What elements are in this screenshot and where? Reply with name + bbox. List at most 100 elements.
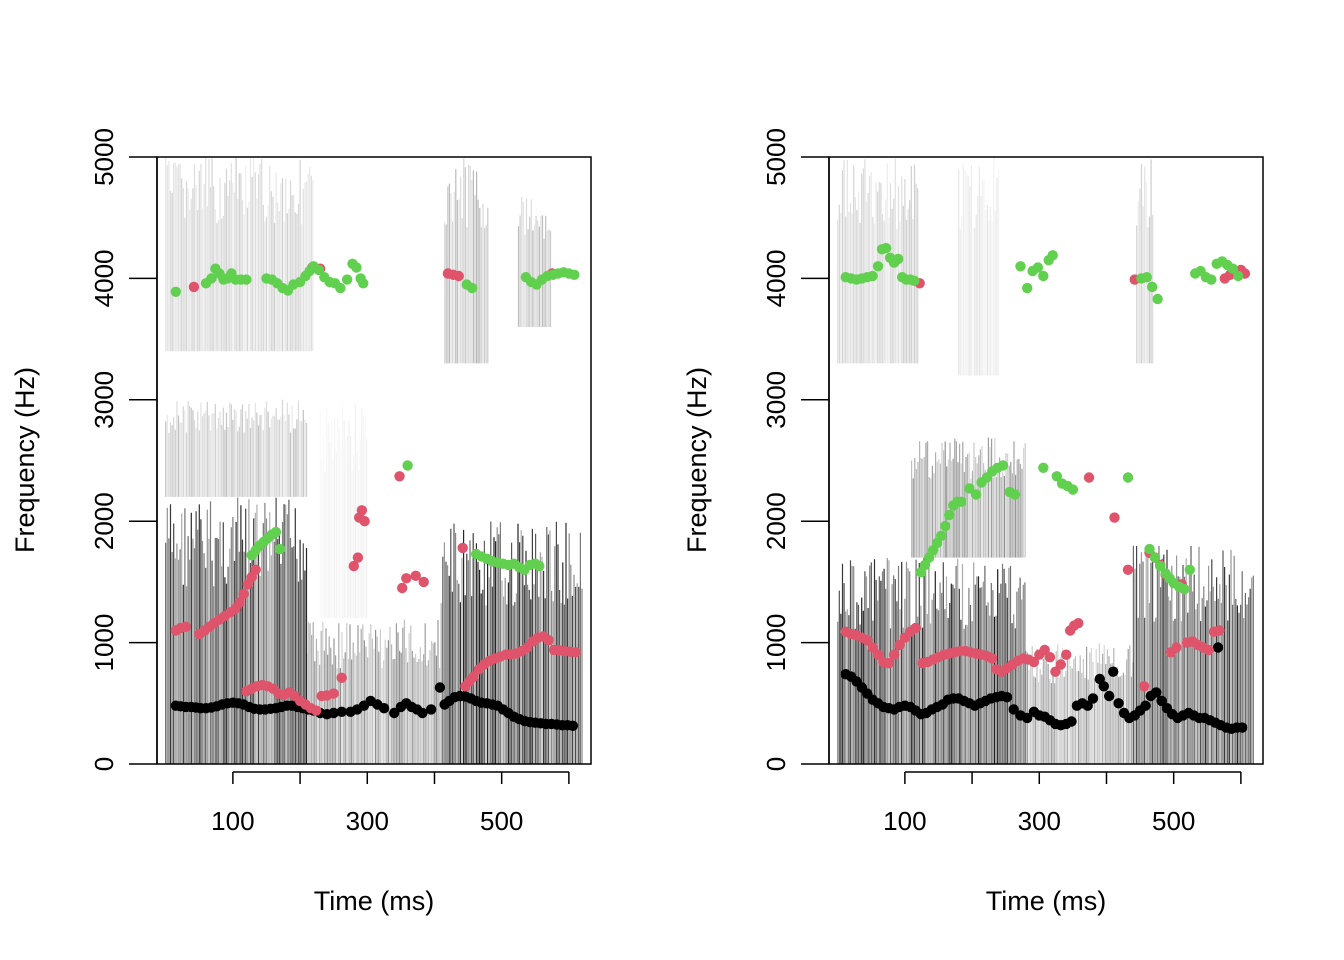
formant-point-f2 bbox=[356, 505, 368, 516]
y-tick-label: 3000 bbox=[89, 371, 119, 429]
formant-point-f2 bbox=[1061, 649, 1072, 660]
right-x-axis-title: Time (ms) bbox=[986, 886, 1106, 916]
formant-point-f1 bbox=[1082, 700, 1093, 711]
formant-point-f2 bbox=[1138, 681, 1150, 692]
formant-point-f2 bbox=[1050, 666, 1061, 677]
formant-point-f2 bbox=[883, 658, 894, 669]
formant-point-f1 bbox=[1021, 712, 1033, 724]
formant-point-f2 bbox=[1044, 652, 1056, 663]
y-tick-label: 5000 bbox=[761, 128, 791, 186]
formant-point-f2 bbox=[188, 281, 200, 293]
formant-point-f3 bbox=[1233, 270, 1244, 282]
formant-point-f1 bbox=[1151, 687, 1162, 698]
formant-point-f3 bbox=[341, 274, 353, 285]
formant-point-f3 bbox=[466, 282, 478, 294]
x-tick-label: 500 bbox=[1152, 806, 1195, 836]
formant-point-f3 bbox=[1122, 472, 1134, 483]
y-tick-label: 3000 bbox=[761, 371, 791, 429]
left-x-axis-title: Time (ms) bbox=[314, 886, 434, 916]
right-spectrogram bbox=[837, 157, 1255, 764]
formant-point-f3 bbox=[335, 282, 346, 294]
left-y-axis-title: Frequency (Hz) bbox=[10, 367, 40, 553]
x-tick-label: 100 bbox=[211, 806, 254, 836]
formant-point-f1 bbox=[1104, 690, 1115, 702]
formant-point-f3 bbox=[970, 489, 982, 500]
formant-point-f2 bbox=[468, 671, 479, 682]
formant-point-f1 bbox=[389, 707, 400, 719]
formant-point-f2 bbox=[336, 672, 347, 683]
y-tick-label: 2000 bbox=[89, 492, 119, 550]
right-y-axis-title: Frequency (Hz) bbox=[682, 367, 712, 553]
formant-point-f1 bbox=[1140, 700, 1151, 711]
formant-point-f2 bbox=[418, 576, 429, 588]
formant-point-f3 bbox=[1032, 262, 1044, 273]
y-tick-label: 1000 bbox=[761, 614, 791, 672]
formant-point-f2 bbox=[180, 621, 191, 632]
y-tick-label: 0 bbox=[89, 757, 119, 771]
formant-point-f3 bbox=[1144, 543, 1155, 555]
formant-point-f3 bbox=[1149, 552, 1161, 563]
formant-point-f3 bbox=[909, 275, 920, 286]
formant-point-f2 bbox=[1203, 644, 1214, 656]
formant-point-f3 bbox=[1147, 281, 1158, 293]
formant-point-f3 bbox=[1206, 274, 1217, 285]
x-tick-label: 300 bbox=[1018, 806, 1061, 836]
formant-point-f3 bbox=[1051, 471, 1063, 482]
formant-point-f3 bbox=[170, 286, 181, 297]
y-tick-label: 0 bbox=[761, 757, 791, 771]
formant-point-f2 bbox=[1028, 656, 1040, 668]
formant-point-f2 bbox=[862, 635, 873, 646]
formant-point-f3 bbox=[893, 253, 904, 265]
y-tick-label: 4000 bbox=[761, 249, 791, 307]
formant-point-f3 bbox=[940, 520, 951, 532]
formant-point-f2 bbox=[1214, 625, 1225, 636]
formant-point-f2 bbox=[872, 649, 884, 660]
formant-point-f2 bbox=[867, 642, 878, 653]
formant-point-f2 bbox=[1039, 644, 1050, 656]
formant-point-f1 bbox=[434, 682, 446, 693]
formant-point-f3 bbox=[1155, 560, 1166, 572]
formant-point-f3 bbox=[1038, 270, 1049, 282]
formant-point-f1 bbox=[1087, 693, 1099, 704]
formant-point-f2 bbox=[1083, 472, 1095, 483]
formant-point-f2 bbox=[359, 516, 370, 527]
formant-point-f2 bbox=[888, 649, 900, 660]
formant-point-f2 bbox=[1171, 642, 1182, 653]
formant-point-f2 bbox=[894, 639, 905, 651]
formant-point-f3 bbox=[313, 264, 325, 276]
x-tick-label: 300 bbox=[346, 806, 389, 836]
formant-point-f2 bbox=[543, 635, 554, 646]
formant-point-f1 bbox=[336, 706, 347, 717]
formant-point-f2 bbox=[1122, 564, 1134, 575]
formant-point-f1 bbox=[1008, 704, 1019, 715]
formant-point-f2 bbox=[453, 270, 464, 282]
formant-point-f2 bbox=[352, 552, 364, 563]
formant-point-f3 bbox=[1021, 282, 1033, 294]
left-formant-points bbox=[170, 258, 581, 731]
formant-point-f2 bbox=[311, 705, 322, 716]
formant-point-f3 bbox=[270, 526, 282, 538]
formant-point-f2 bbox=[987, 653, 998, 664]
formant-point-f3 bbox=[956, 496, 967, 507]
formant-point-f1 bbox=[1156, 695, 1167, 707]
formant-point-f3 bbox=[867, 270, 878, 282]
formant-point-f2 bbox=[1073, 618, 1084, 629]
formant-point-f1 bbox=[417, 707, 428, 719]
formant-point-f2 bbox=[1055, 659, 1067, 670]
formant-point-f3 bbox=[351, 262, 362, 273]
x-tick-label: 500 bbox=[480, 806, 523, 836]
y-tick-label: 4000 bbox=[89, 249, 119, 307]
formant-point-f1 bbox=[425, 704, 437, 715]
formant-point-f1 bbox=[1098, 681, 1110, 692]
formant-point-f3 bbox=[880, 242, 892, 254]
formant-point-f3 bbox=[1009, 489, 1021, 500]
formant-point-f3 bbox=[964, 483, 975, 494]
formant-point-f3 bbox=[872, 261, 884, 272]
formant-point-f3 bbox=[1047, 250, 1058, 261]
formant-point-f3 bbox=[944, 509, 955, 521]
formant-point-f3 bbox=[534, 560, 545, 572]
